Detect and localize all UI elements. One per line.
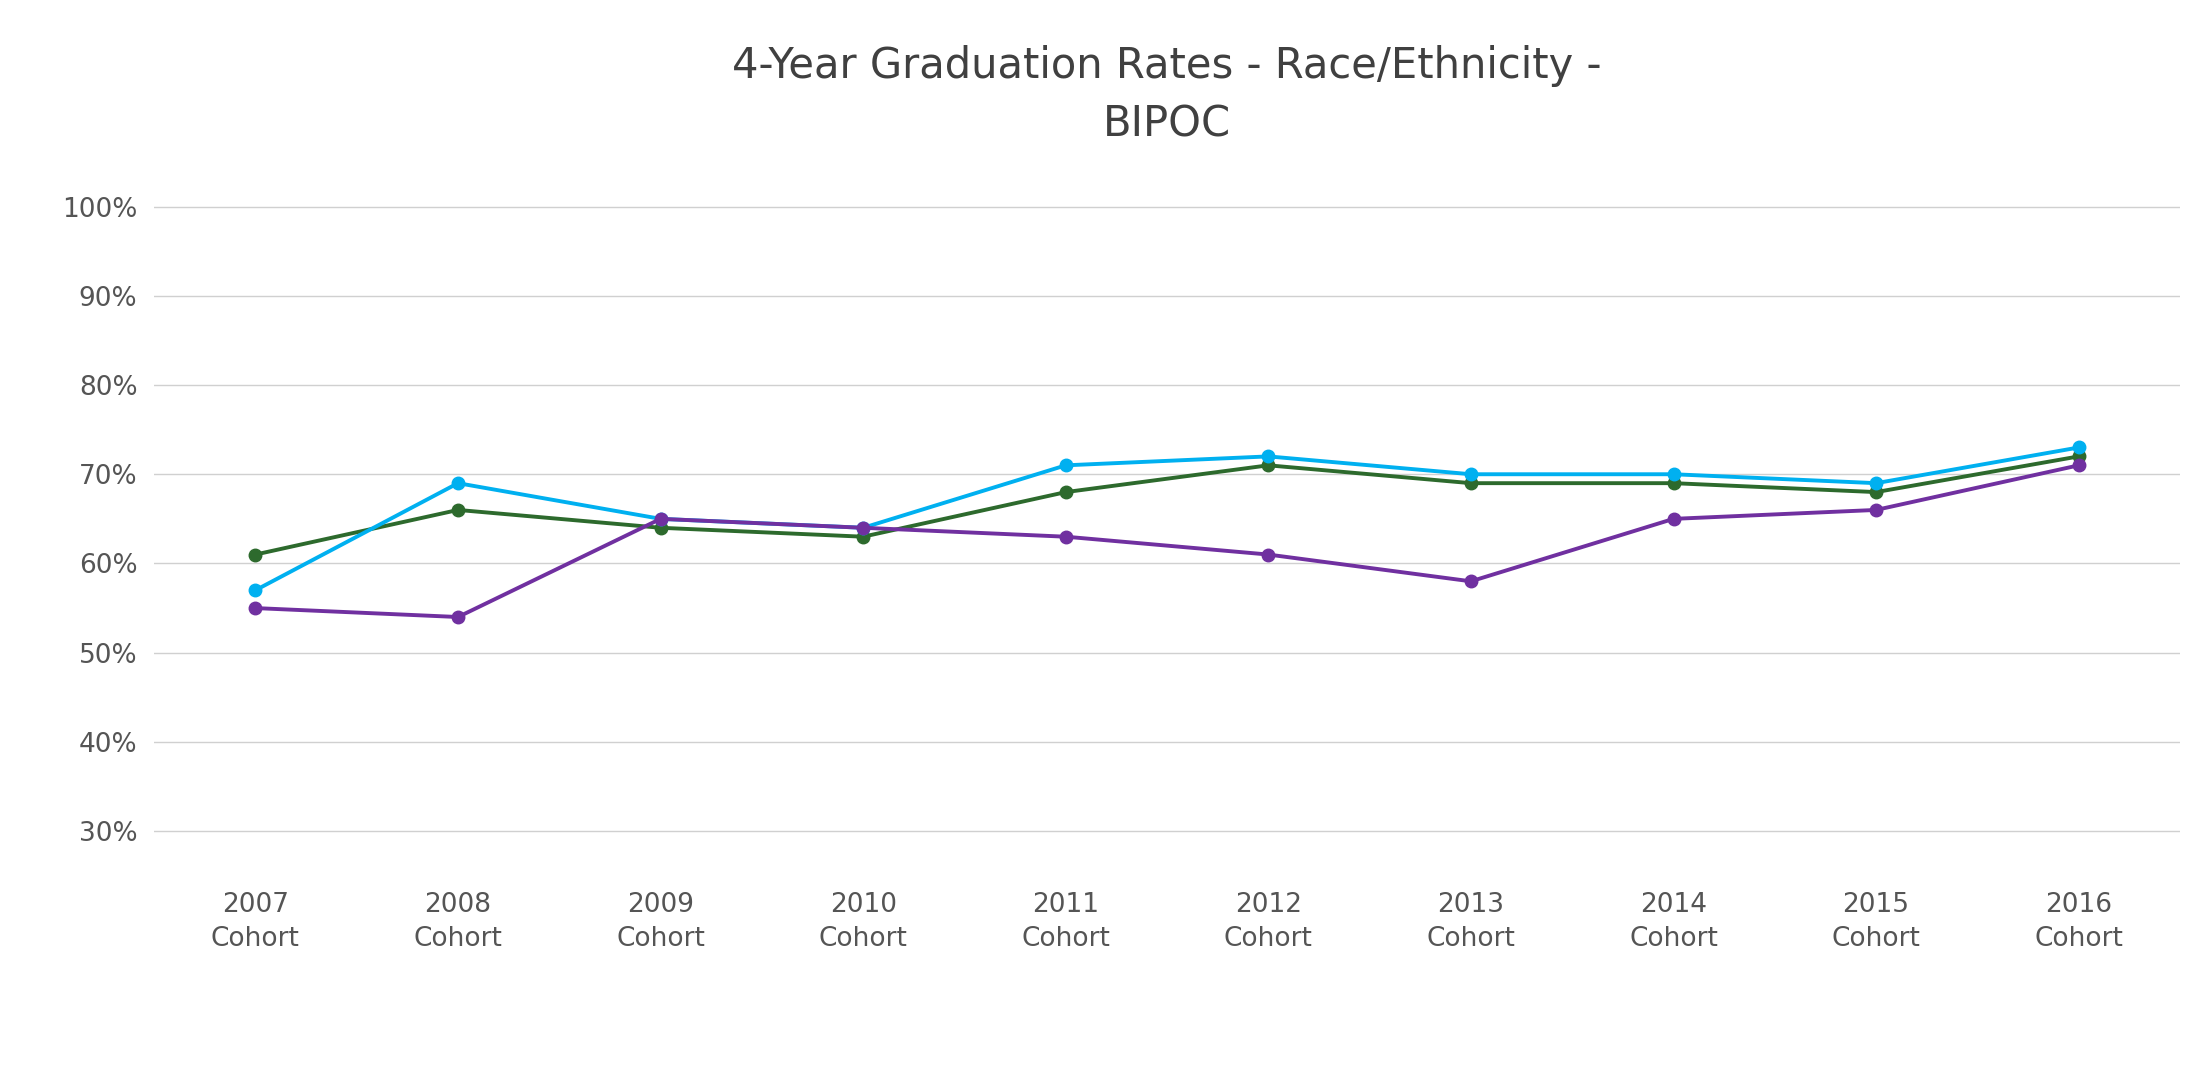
All Benchmark Institutions xyxy=(1458,476,1484,489)
WestCoast Benchmark Institutions xyxy=(1255,450,1282,462)
All Benchmark Institutions xyxy=(1255,459,1282,472)
Seattle University xyxy=(1863,503,1889,516)
Line: WestCoast Benchmark Institutions: WestCoast Benchmark Institutions xyxy=(249,441,2085,597)
WestCoast Benchmark Institutions xyxy=(1863,476,1889,489)
WestCoast Benchmark Institutions xyxy=(647,513,674,525)
WestCoast Benchmark Institutions xyxy=(445,476,471,489)
WestCoast Benchmark Institutions xyxy=(242,584,269,597)
WestCoast Benchmark Institutions xyxy=(1458,468,1484,481)
WestCoast Benchmark Institutions xyxy=(1660,468,1687,481)
Seattle University xyxy=(1458,575,1484,587)
All Benchmark Institutions xyxy=(647,521,674,534)
Seattle University xyxy=(1053,531,1079,544)
Line: Seattle University: Seattle University xyxy=(249,459,2085,624)
All Benchmark Institutions xyxy=(242,548,269,561)
All Benchmark Institutions xyxy=(1053,486,1079,499)
WestCoast Benchmark Institutions xyxy=(850,521,876,534)
WestCoast Benchmark Institutions xyxy=(2065,441,2092,454)
Seattle University xyxy=(1660,513,1687,525)
All Benchmark Institutions xyxy=(850,531,876,544)
Title: 4-Year Graduation Rates - Race/Ethnicity -
BIPOC: 4-Year Graduation Rates - Race/Ethnicity… xyxy=(733,45,1601,145)
Seattle University xyxy=(445,611,471,624)
All Benchmark Institutions xyxy=(1863,486,1889,499)
All Benchmark Institutions xyxy=(1660,476,1687,489)
Seattle University xyxy=(242,601,269,614)
All Benchmark Institutions xyxy=(2065,450,2092,462)
Line: All Benchmark Institutions: All Benchmark Institutions xyxy=(249,450,2085,561)
Seattle University xyxy=(850,521,876,534)
Seattle University xyxy=(2065,459,2092,472)
WestCoast Benchmark Institutions xyxy=(1053,459,1079,472)
All Benchmark Institutions xyxy=(445,503,471,516)
Seattle University xyxy=(1255,548,1282,561)
Seattle University xyxy=(647,513,674,525)
